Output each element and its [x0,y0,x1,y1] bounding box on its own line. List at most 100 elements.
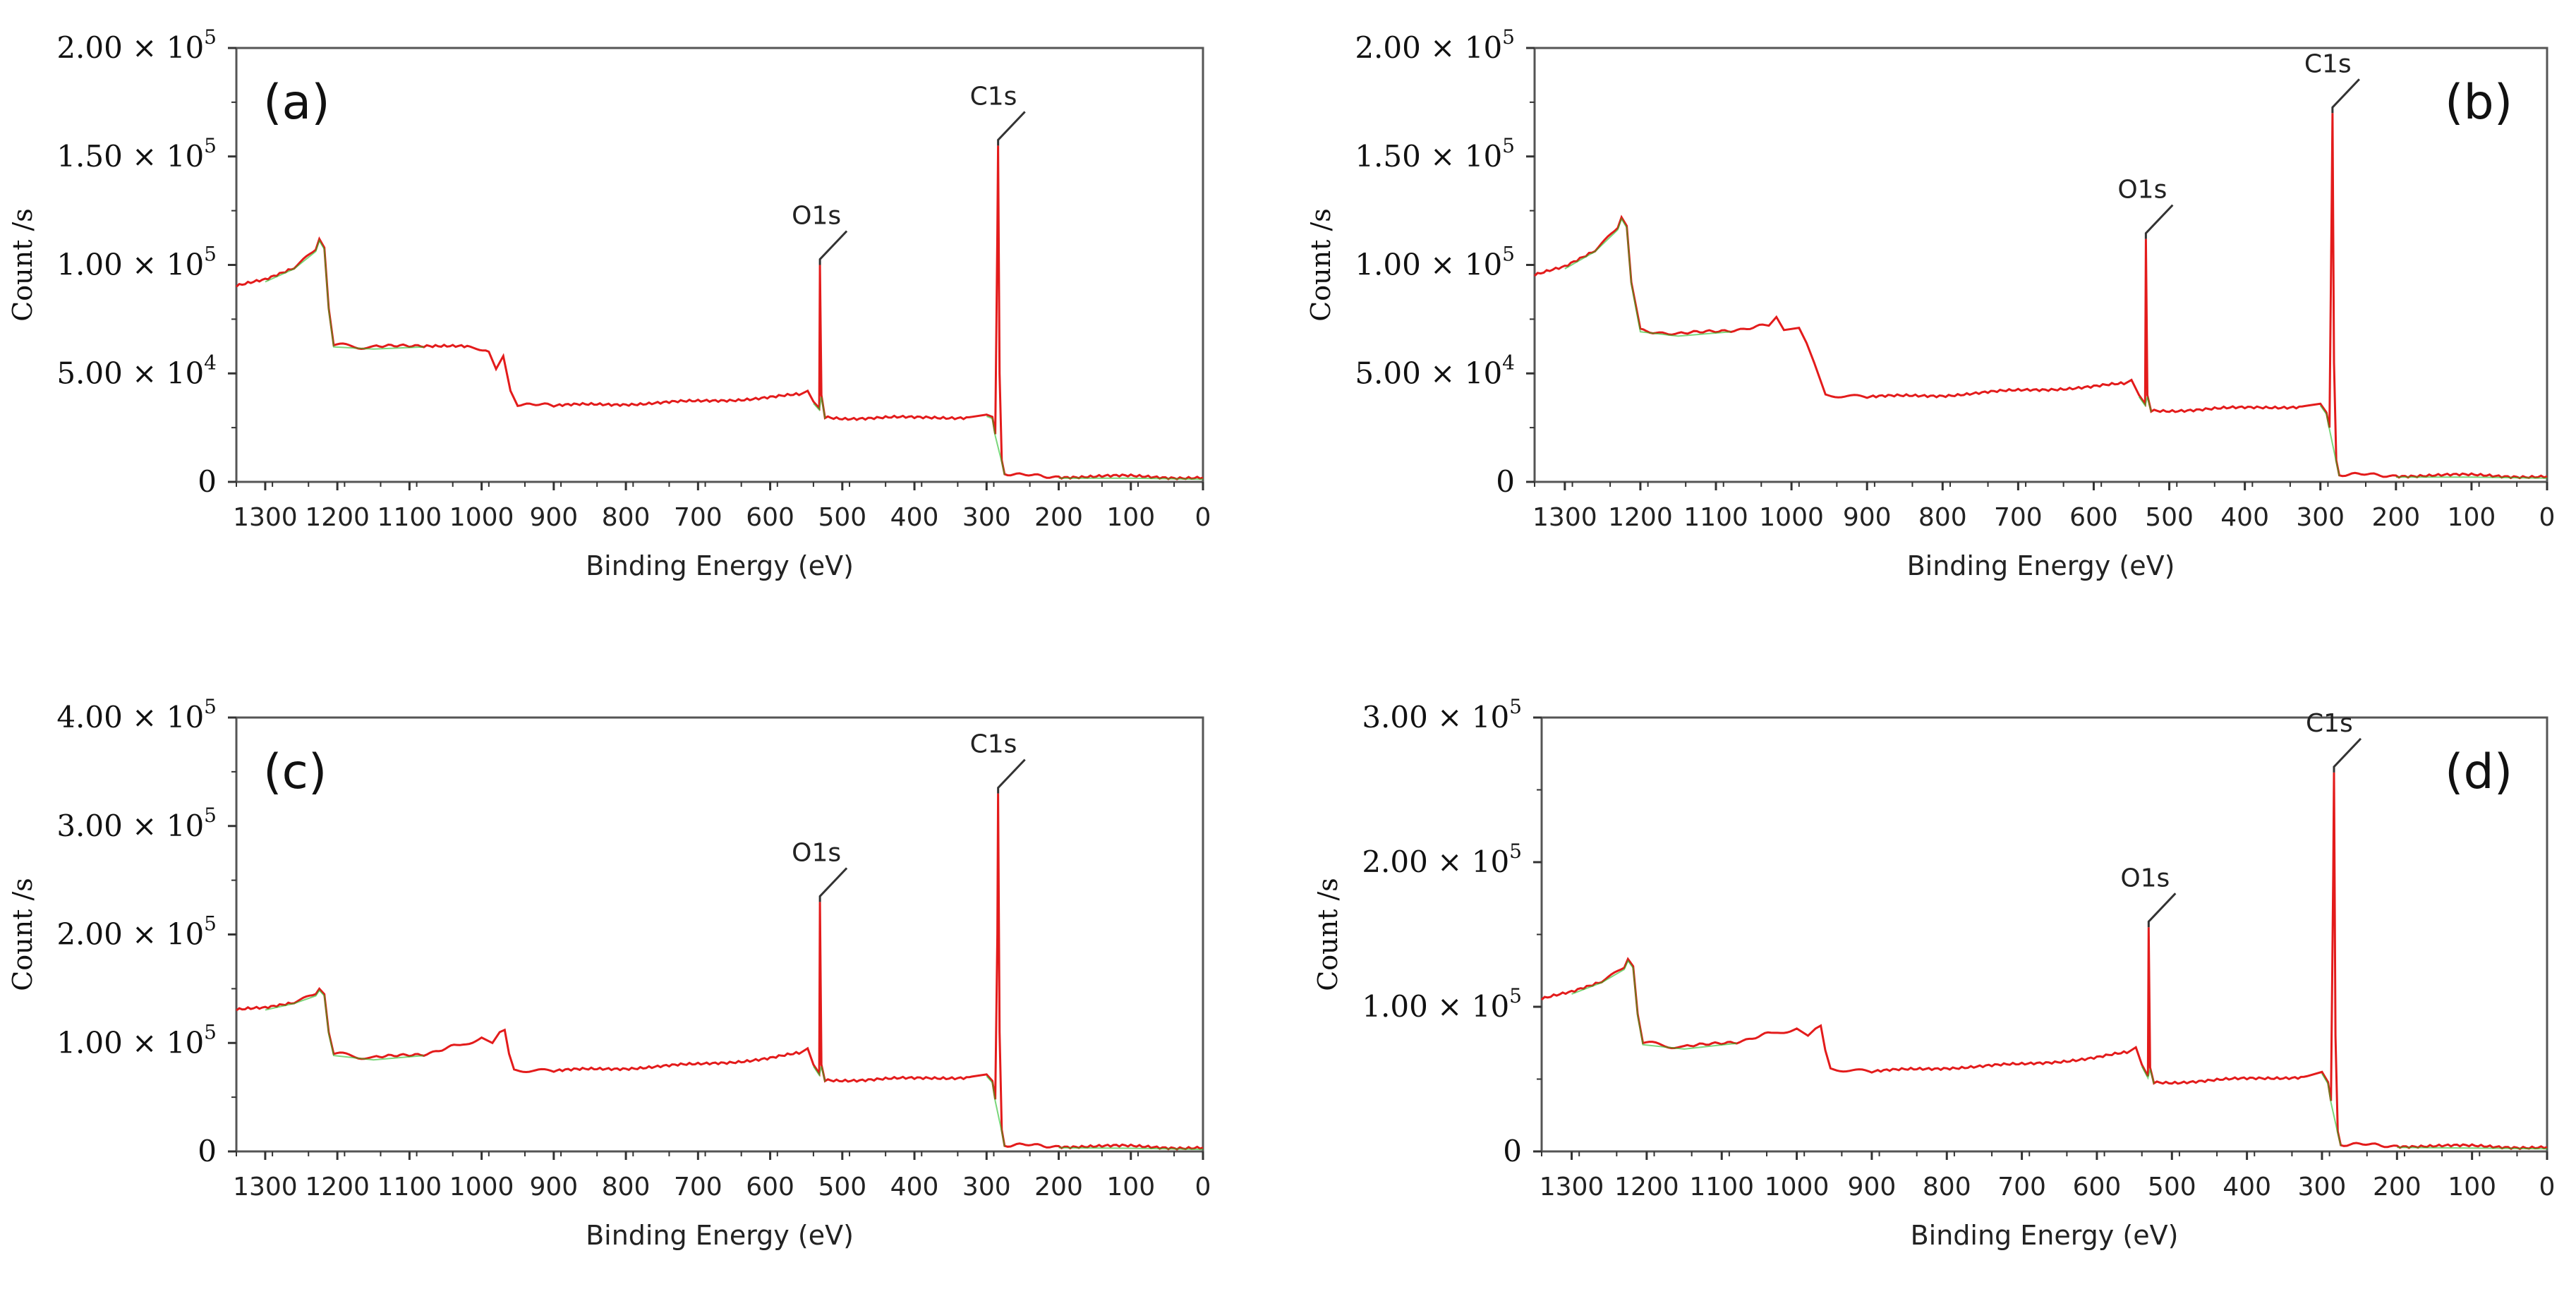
background-fit-line [1058,477,1204,480]
background-fit-line [2319,405,2340,476]
peak-leader-line [2147,892,2177,928]
peak-leader-line [818,867,848,902]
x-tick-label: 0 [1195,503,1211,532]
x-tick-label: 700 [674,503,722,532]
x-tick-label: 600 [2073,1173,2122,1202]
panel-label: (d) [2445,744,2512,800]
x-tick-label: 200 [2373,1173,2421,1202]
x-tick-label: 100 [2448,1173,2496,1202]
y-tick-label: 4.00 × 105 [56,695,217,734]
plot-frame [1533,47,2548,483]
x-tick-label: 100 [1106,1173,1155,1202]
x-tick-label: 200 [1034,1173,1083,1202]
peak-label-c1s: C1s [970,730,1017,759]
x-tick-label: 600 [746,1173,794,1202]
peak-label-o1s: O1s [792,202,841,231]
x-tick-label: 300 [2298,1173,2347,1202]
background-fit-line [986,416,1005,476]
x-axis-title: Binding Energy (eV) [586,1220,854,1251]
x-tick-label: 400 [2220,503,2269,532]
background-fit-line [986,1075,1005,1147]
x-tick-label: 400 [2223,1173,2271,1202]
x-tick-label: 0 [1195,1173,1211,1202]
background-fit-line [265,238,424,350]
x-tick-label: 1100 [377,1173,442,1202]
plot-frame [235,47,1204,483]
x-tick-label: 700 [1994,503,2043,532]
spectrum-line [236,793,1204,1151]
y-tick-label: 0 [198,464,217,499]
background-fit-line [2141,1066,2155,1084]
peak-leader-line [2144,204,2174,239]
y-tick-label: 0 [1503,1134,1522,1168]
peak-label-c1s: C1s [2304,49,2352,78]
peak-label-o1s: O1s [2120,864,2170,892]
y-tick-label: 3.00 × 105 [1362,695,1522,734]
y-tick-label: 1.50 × 105 [1355,134,1515,174]
x-tick-label: 900 [529,503,578,532]
y-tick-label: 5.00 × 104 [56,351,217,390]
x-tick-label: 500 [818,503,866,532]
x-tick-label: 1300 [233,1173,298,1202]
x-tick-label: 300 [962,503,1011,532]
x-tick-label: 800 [1918,503,1967,532]
panel-label: (a) [263,75,330,131]
x-tick-label: 1000 [1765,1173,1830,1202]
background-fit-line [1571,959,1737,1050]
x-tick-label: 1200 [1608,503,1673,532]
background-fit-line [813,1065,826,1082]
x-tick-label: 400 [890,503,939,532]
peak-leader-line [2331,78,2360,114]
y-axis-title: Count /s [1312,878,1343,991]
x-axis-title: Binding Energy (eV) [1907,550,2175,581]
background-fit-line [2138,396,2152,413]
y-tick-label: 0 [1496,464,1515,499]
x-tick-label: 200 [2371,503,2420,532]
y-tick-label: 2.00 × 105 [1355,25,1515,65]
x-tick-label: 300 [2296,503,2345,532]
background-fit-line [1564,217,1731,337]
x-tick-label: 500 [2148,1173,2196,1202]
y-axis-title: Count /s [1305,208,1336,322]
y-tick-label: 3.00 × 105 [56,804,217,843]
x-tick-label: 1100 [1689,1173,1754,1202]
peak-leader-line [2333,737,2362,773]
chart-panel-2: 1300 1200 1100 1000 900 800 700 600 500 400 300 200… [1305,25,2555,581]
background-fit-line [2395,476,2548,479]
peak-leader-line [818,230,848,265]
x-axis-title: Binding Energy (eV) [1911,1220,2179,1251]
x-tick-label: 0 [2539,1173,2556,1202]
x-tick-label: 800 [602,503,651,532]
chart-panel-4: 1300 1200 1100 1000 900 800 700 600 500 400 300 200… [1312,695,2555,1251]
spectrum-line [235,145,1204,480]
x-tick-label: 1100 [377,503,442,532]
peak-label-o1s: O1s [792,838,841,867]
x-tick-label: 400 [890,1173,939,1202]
y-tick-label: 5.00 × 104 [1355,351,1515,390]
panel-label: (c) [263,744,327,800]
x-tick-label: 1300 [233,503,298,532]
x-tick-label: 900 [529,1173,578,1202]
peak-label-c1s: C1s [970,82,1017,111]
y-tick-label: 2.00 × 105 [1362,840,1522,879]
x-tick-label: 500 [818,1173,866,1202]
x-tick-label: 700 [1997,1173,2046,1202]
x-tick-label: 800 [1923,1173,1971,1202]
y-tick-label: 1.00 × 105 [1362,984,1522,1024]
x-tick-label: 200 [1034,503,1083,532]
y-axis-title: Count /s [7,878,38,991]
peak-leader-line [997,111,1026,146]
x-tick-label: 300 [962,1173,1011,1202]
x-tick-label: 0 [2539,503,2556,532]
peak-label-o1s: O1s [2117,176,2167,205]
y-tick-label: 1.00 × 105 [56,1020,217,1060]
background-fit-line [2321,1073,2342,1146]
chart-panel-3: 1300 1200 1100 1000 900 800 700 600 500 400 300 200… [7,695,1211,1251]
x-tick-label: 1100 [1683,503,1748,532]
panel-label: (b) [2445,75,2512,131]
x-tick-label: 1300 [1532,503,1597,532]
x-tick-label: 1200 [305,503,370,532]
x-tick-label: 100 [2448,503,2496,532]
x-tick-label: 900 [1848,1173,1897,1202]
